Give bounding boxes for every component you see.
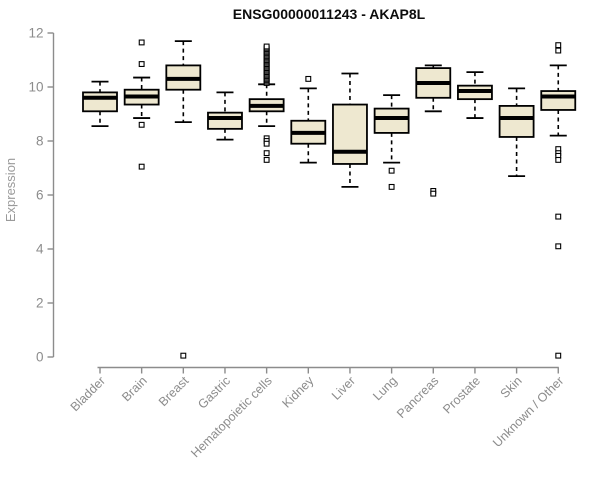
outlier-point <box>263 150 270 157</box>
x-tick-label: Kidney <box>279 373 316 410</box>
outlier-point <box>305 75 312 82</box>
x-tick-label: Breast <box>156 373 192 409</box>
box-group-breast <box>165 40 202 359</box>
x-tick-label: Skin <box>498 374 525 401</box>
outlier-point <box>555 47 562 54</box>
outlier-point <box>138 121 145 128</box>
outlier-point <box>263 156 270 163</box>
y-axis: 0 2 4 6 8 10 12 <box>28 26 55 365</box>
box-group-skin <box>498 87 535 178</box>
x-tick-label: Gastric <box>195 374 233 412</box>
outlier-point <box>138 39 145 46</box>
box-rect <box>332 103 368 165</box>
box-group-kidney <box>290 75 327 164</box>
box-group-brain <box>123 39 160 170</box>
x-tick-label: Lung <box>370 374 400 404</box>
outlier-point <box>388 183 395 190</box>
box-rect <box>540 90 577 111</box>
x-tick-label: Unknown / Other <box>490 374 566 450</box>
y-tick-label: 8 <box>36 134 44 149</box>
box-group-unknown-other <box>540 42 577 359</box>
outlier-point <box>138 61 145 68</box>
box-group-gastric <box>207 91 243 141</box>
box-rect <box>207 111 243 130</box>
outlier-point <box>555 243 562 250</box>
box-group-lung <box>373 94 410 190</box>
y-axis-label: Expression <box>3 158 18 222</box>
outlier-point <box>388 167 395 174</box>
box-rect <box>373 107 410 134</box>
box-group-liver <box>332 72 368 188</box>
outlier-point <box>180 352 187 359</box>
x-tick-label: Pancreas <box>394 374 441 421</box>
x-tick-label: Liver <box>329 374 358 403</box>
y-tick-label: 0 <box>36 350 44 365</box>
x-tick-label: Prostate <box>440 374 483 417</box>
x-tick-label: Brain <box>119 374 150 405</box>
outlier-point <box>430 190 437 197</box>
box-rect <box>498 105 535 138</box>
y-tick-label: 4 <box>36 242 44 257</box>
box-group-pancreas <box>415 64 452 197</box>
box-rect <box>82 91 118 113</box>
y-tick-label: 12 <box>28 26 43 41</box>
box-group-hematopoietic-cells <box>248 43 285 163</box>
outlier-point <box>263 43 270 50</box>
outlier-point <box>555 156 562 163</box>
y-tick-label: 10 <box>28 80 43 95</box>
chart-title: ENSG00000011243 - AKAP8L <box>233 6 426 22</box>
boxes-layer <box>82 39 577 359</box>
box-group-bladder <box>82 80 118 128</box>
y-tick-label: 2 <box>36 296 44 311</box>
x-tick-label: Hematopoietic cells <box>188 374 275 461</box>
outlier-point <box>555 42 562 49</box>
outlier-point <box>263 140 270 147</box>
outlier-point <box>555 352 562 359</box>
x-tick-label: Bladder <box>68 374 108 414</box>
y-tick-label: 6 <box>36 188 44 203</box>
outlier-point <box>138 163 145 170</box>
outlier-point <box>555 213 562 220</box>
box-group-prostate <box>457 71 493 119</box>
